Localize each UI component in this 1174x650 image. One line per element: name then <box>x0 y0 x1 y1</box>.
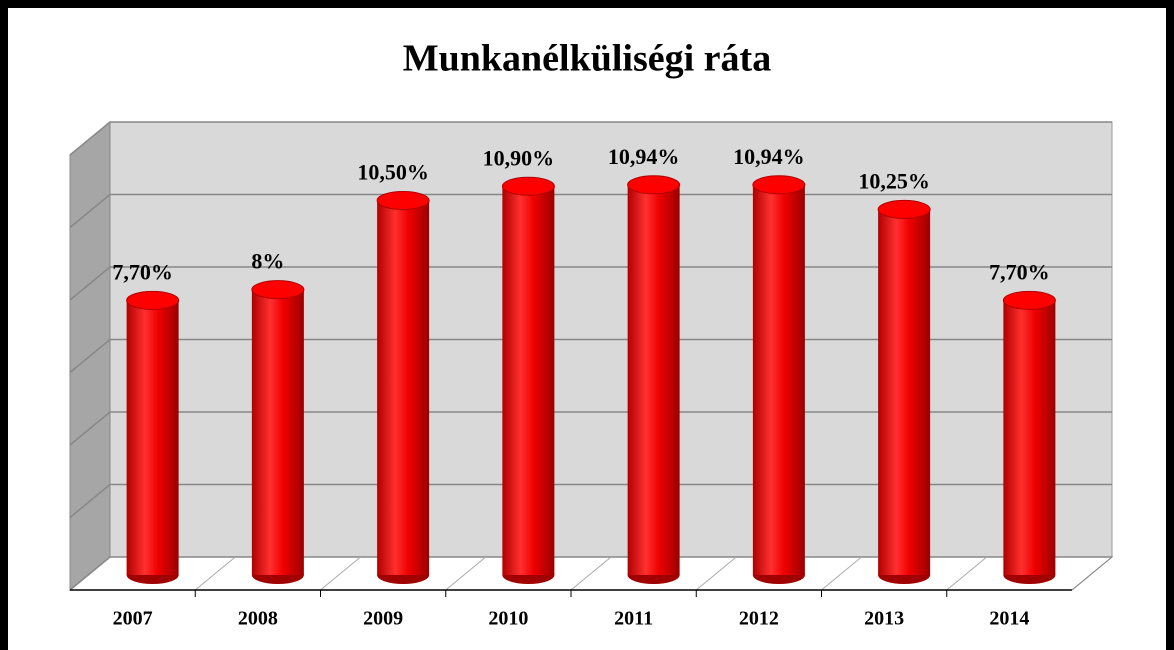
data-label: 10,50% <box>357 160 429 185</box>
floor-divider <box>194 556 236 591</box>
x-tick-label: 2007 <box>113 608 153 630</box>
floor-divider <box>946 556 988 591</box>
x-tick-label: 2009 <box>363 608 403 630</box>
bar-top <box>501 176 555 196</box>
floor-divider <box>320 556 361 591</box>
bar <box>502 186 555 575</box>
bar <box>126 300 179 575</box>
data-label: 10,25% <box>858 168 930 193</box>
side-grid-line <box>69 193 111 229</box>
bar-top <box>752 175 806 195</box>
side-grid-line <box>69 411 111 446</box>
side-grid-line <box>69 266 111 301</box>
bar <box>377 200 430 575</box>
bar <box>251 289 304 575</box>
bar-top <box>877 199 931 219</box>
bar <box>878 209 931 575</box>
x-tick-label: 2011 <box>614 608 653 630</box>
bar-top <box>376 191 430 210</box>
x-tick-label: 2012 <box>739 608 779 630</box>
chart-title: Munkanélküliségi ráta <box>403 38 771 80</box>
data-label: 10,94% <box>608 144 680 169</box>
data-label: 10,94% <box>733 144 805 169</box>
data-label: 8% <box>251 249 284 274</box>
bar-top <box>1002 290 1056 310</box>
bar-top <box>627 175 681 195</box>
data-label: 7,70% <box>112 259 173 284</box>
side-grid-line <box>69 121 111 156</box>
x-tick-label: 2014 <box>989 608 1029 630</box>
side-grid-line <box>69 338 111 374</box>
x-tick-label: 2008 <box>238 608 278 630</box>
bar-top <box>126 290 180 310</box>
floor-divider <box>445 556 487 591</box>
bar <box>1003 300 1056 575</box>
side-grid-line <box>69 556 111 591</box>
data-label: 10,90% <box>483 145 555 170</box>
side-grid-line <box>69 483 111 519</box>
bar <box>627 184 680 575</box>
bar <box>752 184 805 575</box>
x-tick-label: 2010 <box>488 608 528 630</box>
x-tick-label: 2013 <box>864 608 904 630</box>
x-axis-depth <box>1071 556 1113 591</box>
floor-divider <box>695 556 737 591</box>
bar-top <box>251 280 305 300</box>
floor-divider <box>821 556 862 591</box>
data-label: 7,70% <box>989 259 1050 284</box>
floor-divider <box>570 556 612 591</box>
